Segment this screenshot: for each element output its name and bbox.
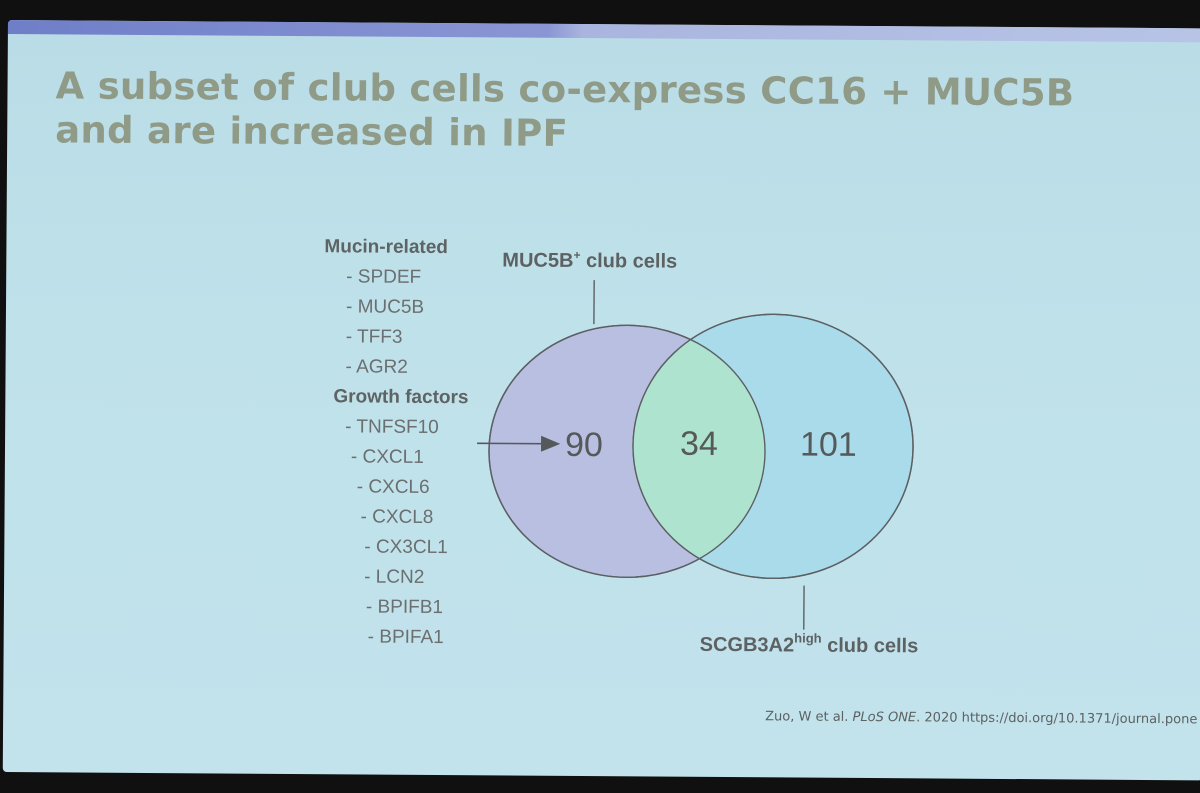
venn-overlap-region xyxy=(633,324,766,579)
gene-list-arrow xyxy=(477,435,561,452)
citation-rest: . 2020 https://doi.org/10.1371/journal.p… xyxy=(916,710,1198,728)
left-only-count: 90 xyxy=(565,426,603,464)
slide: A subset of club cells co-express CC16 +… xyxy=(2,20,1200,781)
venn-outline-left xyxy=(488,324,766,579)
left-set-label: MUC5B+ club cells xyxy=(502,247,677,272)
overlap-count: 34 xyxy=(680,425,718,463)
right-only-count: 101 xyxy=(800,426,857,464)
citation-journal: PLoS ONE xyxy=(852,709,917,726)
citation-authors: Zuo, W et al. xyxy=(765,709,853,725)
right-set-label: SCGB3A2high club cells xyxy=(700,630,919,658)
venn-diagram: MUC5B+ club cells SCGB3A2high club cells… xyxy=(477,247,919,658)
venn-outline-right xyxy=(632,313,914,580)
citation: Zuo, W et al. PLoS ONE. 2020 https://doi… xyxy=(765,709,1197,727)
